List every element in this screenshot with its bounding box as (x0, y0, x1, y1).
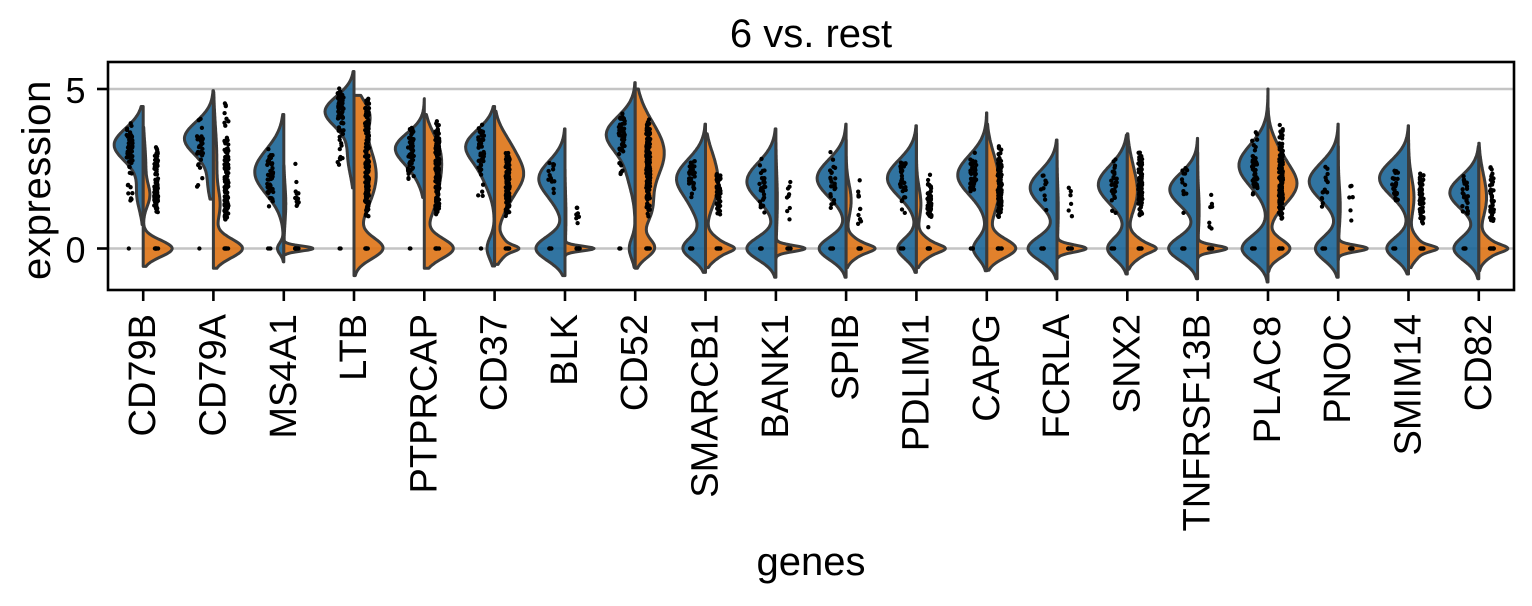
svg-text:SNX2: SNX2 (1106, 314, 1148, 413)
svg-text:PLAC8: PLAC8 (1247, 314, 1289, 443)
svg-text:CD79A: CD79A (192, 313, 234, 436)
svg-text:5: 5 (65, 70, 85, 111)
svg-text:genes: genes (757, 540, 866, 584)
svg-text:SMIM14: SMIM14 (1388, 314, 1430, 455)
svg-text:0: 0 (65, 230, 85, 271)
svg-text:FCRLA: FCRLA (1036, 313, 1078, 438)
svg-text:SPIB: SPIB (825, 314, 867, 401)
svg-text:CD37: CD37 (474, 314, 516, 411)
svg-text:expression: expression (15, 80, 59, 280)
svg-text:CAPG: CAPG (966, 314, 1008, 422)
svg-text:LTB: LTB (333, 314, 375, 381)
svg-text:TNFRSF13B: TNFRSF13B (1177, 314, 1219, 531)
svg-text:BLK: BLK (544, 314, 586, 386)
svg-text:PTPRCAP: PTPRCAP (403, 314, 445, 493)
svg-text:CD52: CD52 (614, 314, 656, 411)
svg-text:6 vs. rest: 6 vs. rest (730, 12, 892, 56)
svg-text:PNOC: PNOC (1317, 314, 1359, 424)
svg-text:BANK1: BANK1 (755, 314, 797, 439)
svg-text:CD79B: CD79B (122, 314, 164, 437)
svg-text:CD82: CD82 (1458, 314, 1500, 411)
svg-text:SMARCB1: SMARCB1 (685, 314, 727, 498)
svg-text:MS4A1: MS4A1 (263, 314, 305, 439)
svg-text:PDLIM1: PDLIM1 (895, 314, 937, 451)
